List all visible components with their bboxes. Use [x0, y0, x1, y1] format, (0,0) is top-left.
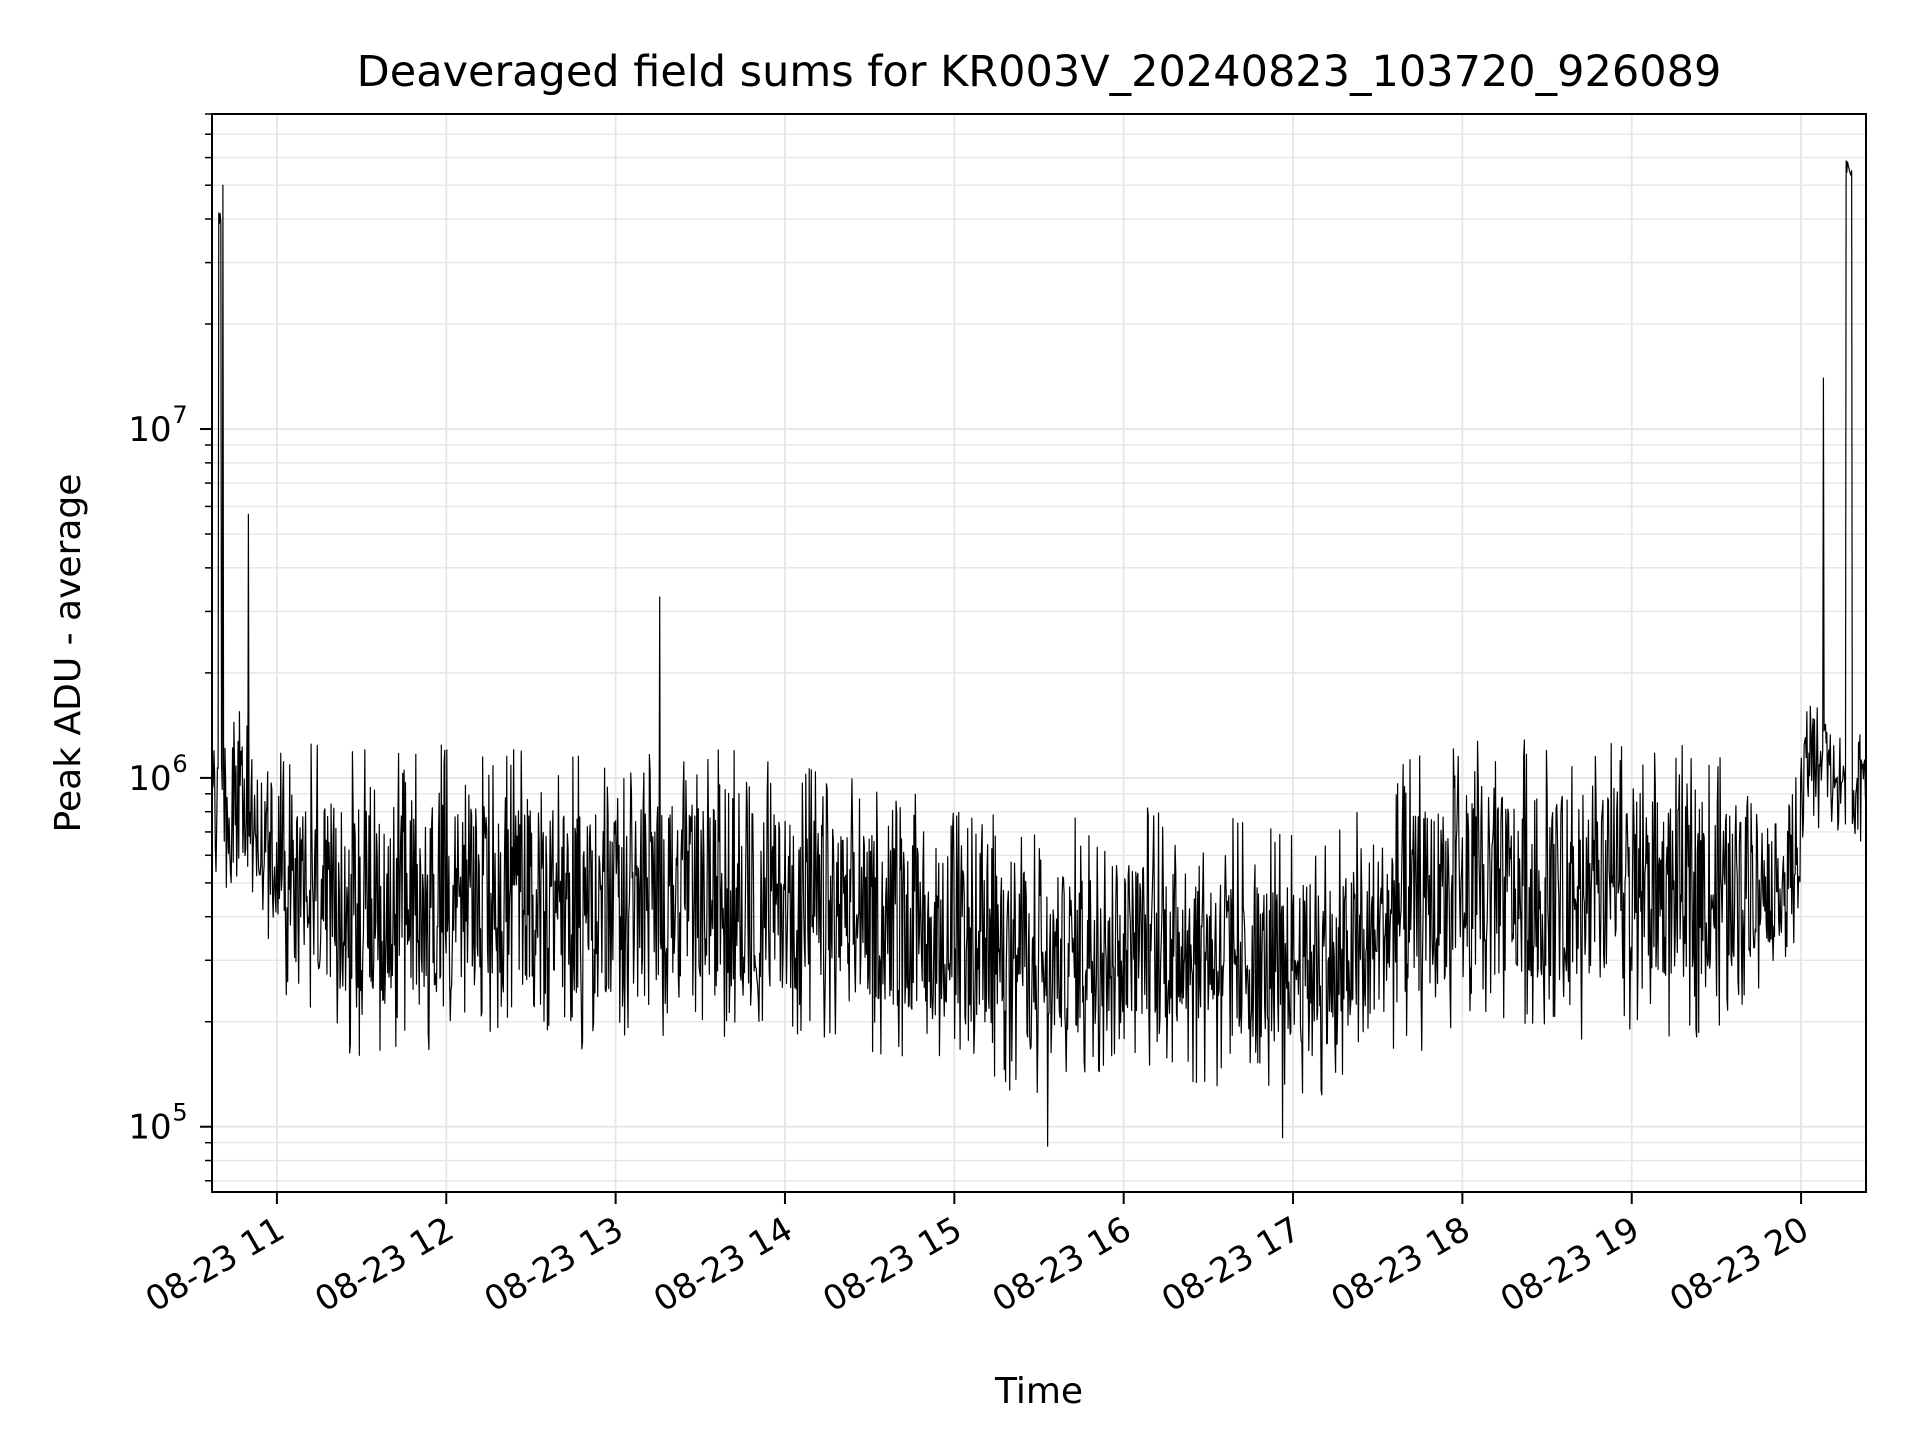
plot-frame — [211, 113, 1867, 1193]
y-tick-exponent: 7 — [172, 401, 187, 429]
y-tick-label: 10 5 — [128, 1099, 187, 1148]
x-axis-label: Time — [994, 1371, 1083, 1412]
y-tick-label: 10 7 — [128, 401, 187, 450]
series-line — [211, 160, 1867, 1147]
y-tick-base: 10 — [128, 759, 171, 799]
y-axis-label: Peak ADU - average — [48, 474, 89, 833]
y-tick-base: 10 — [128, 410, 171, 450]
plot-area — [211, 160, 1867, 1147]
y-tick-exponent: 5 — [172, 1099, 187, 1127]
y-tick-label: 10 6 — [128, 750, 187, 799]
chart-title: Deaveraged field sums for KR003V_2024082… — [357, 47, 1722, 97]
y-tick-exponent: 6 — [172, 750, 187, 778]
y-tick-base: 10 — [128, 1108, 171, 1148]
